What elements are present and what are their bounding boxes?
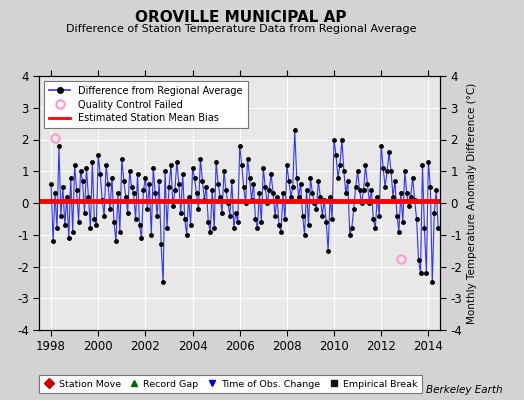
Text: Berkeley Earth: Berkeley Earth	[427, 385, 503, 395]
Legend: Difference from Regional Average, Quality Control Failed, Estimated Station Mean: Difference from Regional Average, Qualit…	[44, 81, 247, 128]
Legend: Station Move, Record Gap, Time of Obs. Change, Empirical Break: Station Move, Record Gap, Time of Obs. C…	[39, 375, 422, 393]
Y-axis label: Monthly Temperature Anomaly Difference (°C): Monthly Temperature Anomaly Difference (…	[466, 82, 477, 324]
Text: Difference of Station Temperature Data from Regional Average: Difference of Station Temperature Data f…	[66, 24, 416, 34]
Text: OROVILLE MUNICIPAL AP: OROVILLE MUNICIPAL AP	[135, 10, 347, 25]
